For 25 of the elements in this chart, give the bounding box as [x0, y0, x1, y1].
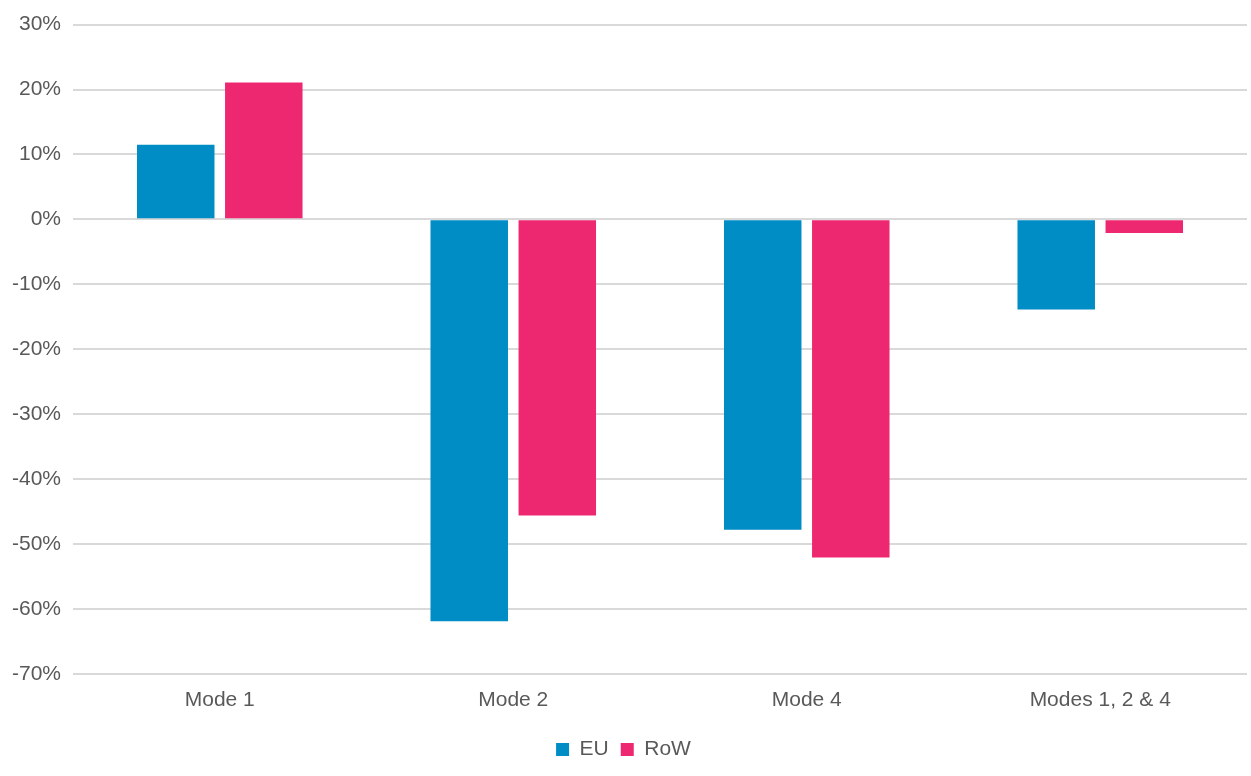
bar: [430, 220, 508, 622]
x-tick-label: Mode 2: [478, 687, 549, 711]
bar: [137, 144, 215, 219]
bar: [812, 220, 890, 558]
y-tick-label: -10%: [11, 271, 62, 295]
y-tick-label: -30%: [11, 400, 62, 424]
x-tick-label: Mode 4: [771, 687, 843, 711]
bar: [1017, 220, 1095, 310]
y-tick-label: 10%: [18, 141, 62, 165]
y-tick-label: -40%: [11, 465, 62, 489]
y-tick-label: -60%: [11, 595, 62, 619]
y-tick-label: -70%: [11, 660, 62, 684]
y-tick-label: 0%: [30, 206, 62, 230]
legend-label: RoW: [644, 736, 692, 760]
y-tick-label: -50%: [11, 530, 62, 554]
bar: [1105, 220, 1184, 233]
y-tick-label: 30%: [18, 11, 62, 35]
bar: [723, 220, 802, 530]
bar: [518, 220, 597, 516]
bar: [225, 82, 303, 219]
x-tick-label: Mode 1: [184, 687, 255, 711]
y-tick-label: 20%: [18, 76, 62, 100]
legend-label: EU: [579, 736, 609, 760]
y-tick-label: -20%: [11, 336, 62, 359]
x-tick-label: Modes 1, 2 & 4: [1029, 687, 1172, 711]
